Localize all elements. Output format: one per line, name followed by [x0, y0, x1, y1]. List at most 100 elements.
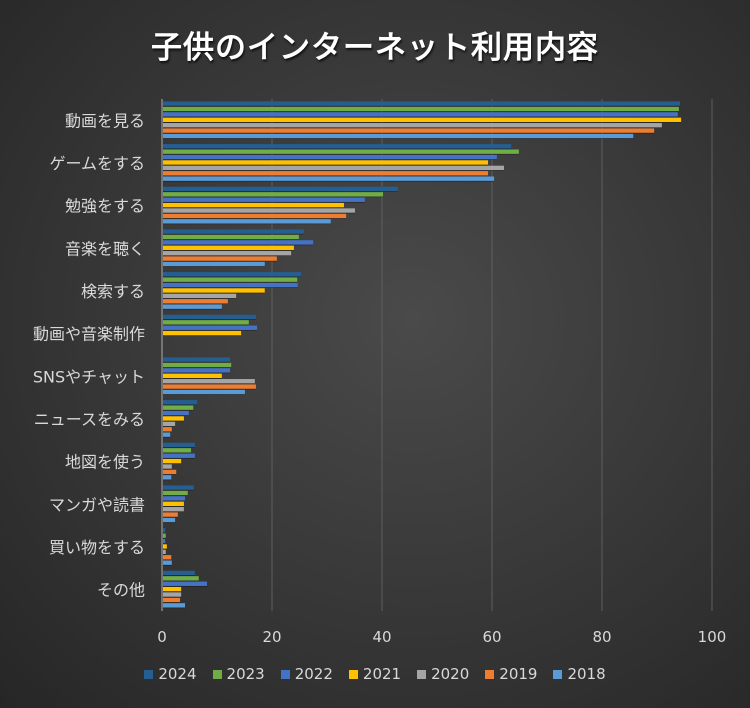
bar-shadow [163, 607, 185, 609]
bar-shadow [163, 575, 195, 576]
bar-shadow [163, 559, 172, 561]
chart-title: 子供のインターネット利用内容 [151, 30, 599, 66]
bar [163, 560, 172, 565]
bar [163, 282, 298, 288]
x-tick-label: 0 [157, 628, 167, 646]
legend-swatch [212, 669, 222, 679]
bar [163, 576, 199, 581]
legend-item: 2022 [280, 665, 333, 683]
bar-shadow [163, 175, 489, 177]
bar-shadow [163, 111, 679, 112]
bar [163, 496, 185, 501]
legend-swatch [348, 669, 358, 679]
bar [163, 240, 314, 245]
x-tick-label: 100 [698, 628, 727, 646]
bar-shadow [163, 372, 231, 374]
bar-shadow [163, 260, 277, 262]
bar-shadow [163, 543, 166, 544]
bar-shadow [163, 537, 166, 539]
bar [163, 144, 512, 149]
bar-shadow [163, 324, 249, 326]
bar-shadow [163, 388, 256, 390]
bar-shadow [163, 276, 302, 278]
bar [163, 357, 231, 362]
bar-shadow [163, 436, 171, 438]
bar-shadow [163, 191, 398, 192]
legend-swatch [485, 669, 495, 679]
bar-shadow [163, 463, 182, 464]
bar-shadow [163, 585, 207, 587]
bar-shadow [163, 548, 167, 550]
legend-item: 2024 [144, 665, 197, 683]
bar-shadow [163, 148, 512, 150]
bar-shadow [163, 239, 299, 240]
legend-item: 2023 [212, 665, 265, 683]
bar-shadow [163, 506, 184, 507]
legend-item: 2018 [553, 665, 606, 683]
bar-shadow [163, 255, 292, 257]
bar-shadow [163, 596, 182, 598]
bar [163, 448, 192, 453]
bar [163, 165, 504, 171]
bar-shadow [163, 378, 222, 379]
bar-shadow [163, 516, 178, 518]
category-label: ゲームをする [49, 154, 145, 173]
bar [163, 421, 176, 427]
bar [163, 427, 172, 432]
bar-shadow [163, 564, 172, 566]
legend-swatch [144, 669, 154, 679]
bar-shadow [163, 415, 189, 416]
bar [163, 133, 634, 139]
bar-shadow [163, 292, 265, 294]
bar-shadow [163, 281, 298, 283]
bar [163, 256, 277, 261]
bar [163, 229, 304, 234]
bar [163, 128, 655, 133]
bar [163, 277, 298, 282]
bar [163, 368, 231, 373]
bar-shadow [163, 468, 172, 470]
bar-shadow [163, 591, 182, 592]
bar [163, 106, 679, 112]
bars [163, 101, 682, 609]
bar [163, 379, 255, 384]
category-label: 地図を使う [65, 453, 145, 472]
bar-shadow [163, 319, 256, 320]
legend-label: 2022 [294, 665, 333, 683]
bar [163, 501, 184, 507]
legend-item: 2019 [485, 665, 537, 683]
bar-shadow [163, 266, 265, 267]
bar [163, 304, 222, 309]
legend-swatch [417, 669, 427, 679]
bar [163, 197, 365, 202]
bar [163, 400, 198, 405]
bar [163, 202, 344, 208]
bar-shadow [163, 159, 497, 160]
bar [163, 288, 265, 293]
bar [163, 208, 355, 213]
bar-shadow [163, 164, 489, 166]
bar [163, 597, 181, 603]
bar-shadow [163, 500, 185, 502]
bar-shadow [163, 495, 188, 496]
category-label: 買い物をする [49, 538, 145, 557]
bar-shadow [163, 474, 177, 475]
legend-label: 2018 [567, 665, 606, 683]
bar-shadow [163, 409, 194, 411]
bar-shadow [163, 489, 194, 491]
x-tick-labels: 0 20 40 60 80 100 [157, 628, 726, 646]
bar-shadow [163, 511, 184, 513]
bar-shadow [163, 287, 298, 288]
bar [163, 485, 194, 490]
bar-shadow [163, 132, 655, 134]
bar-shadow [163, 138, 634, 139]
bar-shadow [163, 308, 222, 310]
legend-swatch [553, 669, 563, 679]
bar-shadow [163, 233, 304, 235]
bar [163, 405, 194, 410]
bar [163, 592, 182, 597]
bar-shadow [163, 170, 504, 171]
bar-shadow [163, 522, 176, 523]
legend-swatch [280, 669, 290, 679]
